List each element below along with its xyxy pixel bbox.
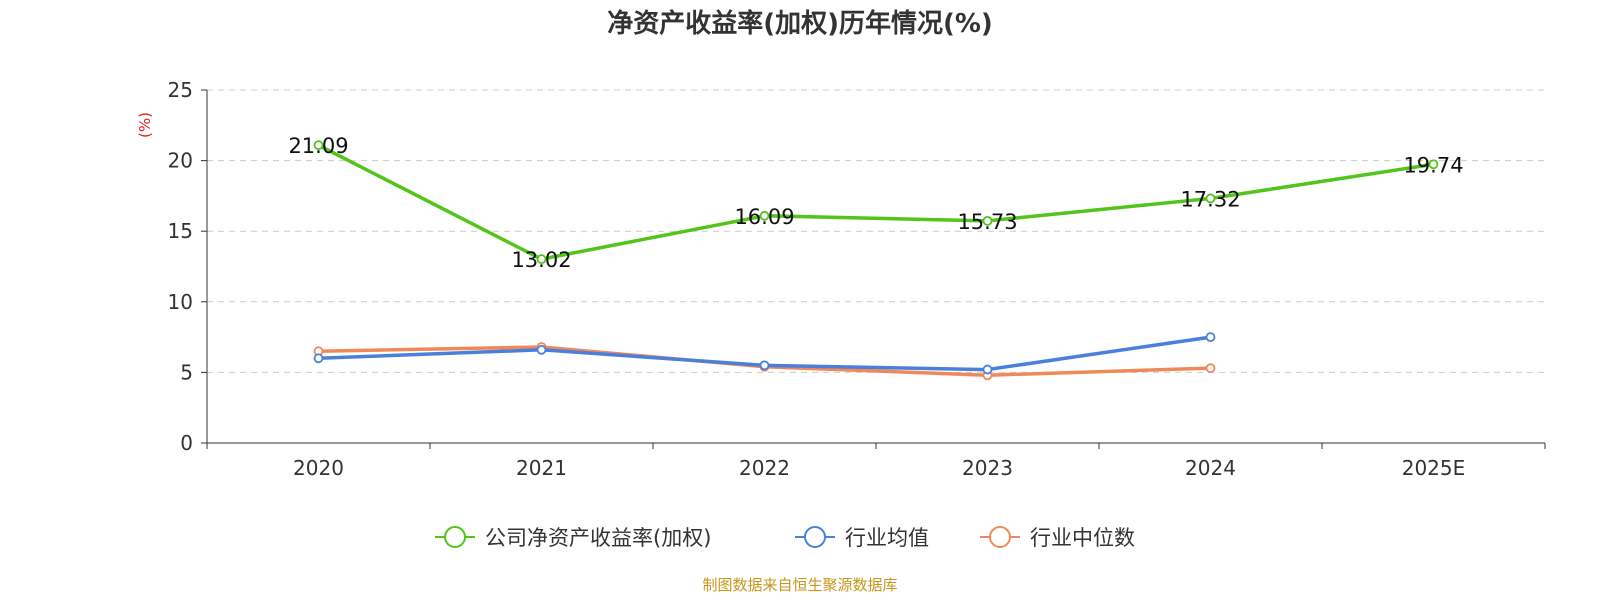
chart-title: 净资产收益率(加权)历年情况(%) (607, 8, 993, 39)
data-point (1205, 363, 1216, 374)
data-label: 17.32 (1180, 187, 1240, 211)
x-tick-label: 2023 (962, 456, 1013, 480)
data-point (982, 215, 993, 226)
y-tick-label: 5 (180, 360, 193, 384)
y-tick-label: 10 (168, 290, 193, 314)
legend-item[interactable]: 公司净资产收益率(加权) (435, 526, 711, 550)
x-tick-label: 2021 (516, 456, 567, 480)
series: 21.09 13.02 16.09 15.73 17.32 19.74 (288, 134, 1463, 272)
y-tick-label: 0 (180, 431, 193, 455)
source-note: 制图数据来自恒生聚源数据库 (702, 576, 897, 594)
legend-item[interactable]: 行业均值 (795, 526, 929, 550)
y-tick-label: 15 (168, 219, 193, 243)
data-point (536, 254, 547, 265)
data-point (759, 210, 770, 221)
data-point (1205, 193, 1216, 204)
legend[interactable]: 公司净资产收益率(加权) 行业均值 行业中位数 (435, 526, 1135, 550)
x-tick-label: 2025E (1402, 456, 1466, 480)
legend-marker-icon (989, 526, 1011, 548)
series (313, 332, 1216, 375)
data-point (759, 360, 770, 371)
data-point (536, 344, 547, 355)
y-tick-label: 25 (168, 78, 193, 102)
gridlines (207, 89, 1545, 373)
legend-marker-icon (804, 526, 826, 548)
x-tick-label: 2022 (739, 456, 790, 480)
legend-marker-icon (444, 526, 466, 548)
data-label: 16.09 (734, 205, 794, 229)
y-axis-unit: (%) (136, 112, 154, 138)
data-label: 21.09 (288, 134, 348, 158)
data-label: 19.74 (1403, 153, 1463, 177)
y-tick-label: 20 (168, 149, 193, 173)
data-point (982, 364, 993, 375)
x-tick-label: 2020 (293, 456, 344, 480)
data-point (1428, 159, 1439, 170)
x-tick-label: 2024 (1185, 456, 1236, 480)
legend-label: 行业均值 (845, 526, 929, 550)
data-point (1205, 332, 1216, 343)
data-label: 15.73 (957, 210, 1017, 234)
legend-label: 行业中位数 (1030, 526, 1135, 550)
series-layer: 21.09 13.02 16.09 15.73 17.32 19.74 (288, 134, 1464, 381)
axes: 0 5 10 15 20 25 2020 2021 2022 2023 2024 2025E (168, 78, 1546, 480)
legend-label: 公司净资产收益率(加权) (485, 526, 711, 550)
data-point (313, 140, 324, 151)
series-line (317, 143, 1434, 261)
legend-item[interactable]: 行业中位数 (980, 526, 1135, 550)
data-point (313, 353, 324, 364)
data-label: 13.02 (511, 248, 571, 272)
